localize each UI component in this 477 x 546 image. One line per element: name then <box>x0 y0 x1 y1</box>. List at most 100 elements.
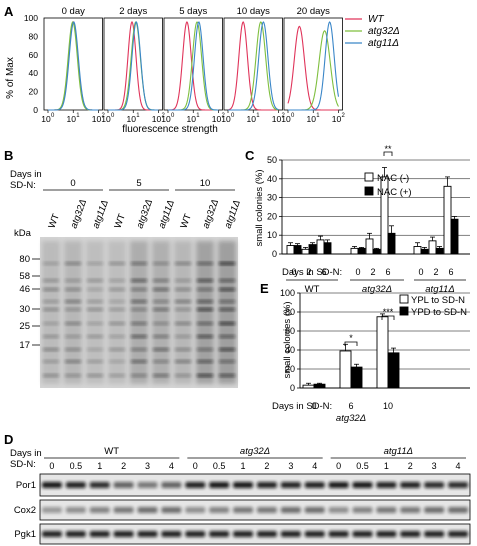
d-band <box>137 482 158 488</box>
b-marker-label: 30 <box>19 304 30 315</box>
c-bar-b <box>450 218 459 255</box>
d-day-tick: 0 <box>193 461 198 471</box>
a-curve-wt <box>168 21 219 111</box>
b-band <box>175 360 191 363</box>
d-band <box>257 482 277 488</box>
a-time-label: 0 day <box>62 6 85 17</box>
b-band <box>197 335 213 338</box>
c-bar-b <box>372 248 381 255</box>
d-western-blots: Por1 Cox2 Pgk1 <box>14 473 471 545</box>
d-band <box>185 482 206 488</box>
b-band <box>109 348 125 351</box>
a-plot-frame <box>163 17 223 111</box>
c-bar-a <box>316 239 325 255</box>
b-band <box>87 348 103 351</box>
a-plot-frame <box>223 17 283 111</box>
c-group-label: atg32Δ <box>362 284 392 295</box>
a-plot-frame <box>43 17 103 111</box>
d-group-label: atg32Δ <box>240 446 270 457</box>
a-legend-label: atg32Δ <box>368 26 400 37</box>
b-band <box>109 322 125 325</box>
d-days-label-2: SD-N: <box>10 459 36 470</box>
b-band <box>175 335 191 338</box>
b-band <box>219 322 235 325</box>
d-strain-groups: WT atg32Δ atg11Δ <box>44 446 466 459</box>
b-band <box>153 374 169 377</box>
e-bar-a <box>376 316 389 389</box>
b-band <box>219 348 235 351</box>
d-band <box>376 531 397 537</box>
b-band <box>219 360 235 363</box>
c-group-label: atg11Δ <box>425 284 454 295</box>
a-xtick-base: 10 <box>101 114 111 124</box>
b-band <box>197 374 213 377</box>
c-ytick-label: 0 <box>272 249 277 259</box>
a-time-label: 5 days <box>179 6 207 17</box>
a-xtick-base: 10 <box>41 114 51 124</box>
b-band <box>131 348 147 351</box>
c-bar-a <box>286 245 295 255</box>
d-band <box>161 531 182 537</box>
b-band <box>197 288 213 291</box>
b-band <box>87 360 103 363</box>
a-xtick-base: 10 <box>247 114 257 124</box>
a-ytick-label: 80 <box>29 31 39 41</box>
a-xtick-exp: 0 <box>231 113 235 119</box>
e-bar-b <box>350 366 363 389</box>
d-band <box>328 507 349 513</box>
d-band <box>376 507 397 513</box>
d-day-tick: 1 <box>241 461 246 471</box>
d-group-label: WT <box>104 446 119 457</box>
b-band <box>153 360 169 363</box>
a-curve-wt <box>287 25 339 111</box>
a-curve-atg11 <box>228 21 279 111</box>
b-band <box>175 300 191 303</box>
b-lane-label: WT <box>112 212 127 230</box>
a-ytick-label: 100 <box>24 13 38 23</box>
b-kda-label: kDa <box>14 228 32 239</box>
e-ytick-label: 20 <box>285 364 295 374</box>
b-band <box>65 308 81 311</box>
e-ytick-label: 100 <box>280 288 295 298</box>
a-xtick-base: 10 <box>221 114 231 124</box>
d-band <box>113 531 134 537</box>
b-band <box>131 279 147 282</box>
d-band <box>161 507 182 513</box>
c-bar-b <box>420 248 429 255</box>
d-day-ticks: 0 0.5 1 2 3 4 0 0.5 1 2 3 4 0 0.5 1 2 3 4 <box>49 461 460 471</box>
c-day-tick: 6 <box>321 267 326 277</box>
d-band <box>424 482 445 488</box>
a-time-label: 10 days <box>237 6 271 17</box>
e-legend-swatch-ypd <box>399 306 409 316</box>
e-legend-label: YPL to SD-N <box>411 295 465 306</box>
e-ytick-label: 80 <box>285 307 295 317</box>
b-lane-label: atg11Δ <box>90 199 110 230</box>
a-xtick-exp: 1 <box>76 113 80 119</box>
b-days-label-2: SD-N: <box>10 180 36 191</box>
b-mw-markers: 80 58 46 30 25 17 <box>19 254 40 351</box>
c-day-tick: 2 <box>306 267 311 277</box>
a-xlabel: fluorescence strength <box>122 124 218 135</box>
a-xtick-exp: 1 <box>256 113 260 119</box>
b-western-blot <box>40 237 238 388</box>
c-bar-b <box>357 247 366 255</box>
a-curve-atg11 <box>108 21 159 111</box>
c-day-tick: 6 <box>385 267 390 277</box>
b-band <box>197 360 213 363</box>
b-day-groups: 0 5 10 <box>43 178 235 191</box>
b-band <box>43 279 59 282</box>
c-bar-a <box>301 248 310 255</box>
d-day-tick: 0 <box>336 461 341 471</box>
d-band <box>233 507 253 513</box>
c-days-label: Days in SD-N: <box>282 267 342 278</box>
d-day-tick: 3 <box>288 461 293 471</box>
panel-letter-c: C <box>245 148 255 163</box>
b-band <box>65 360 81 363</box>
a-xtick-exp: 2 <box>342 113 346 119</box>
a-curve-atg11 <box>168 21 219 111</box>
b-band <box>109 308 125 311</box>
